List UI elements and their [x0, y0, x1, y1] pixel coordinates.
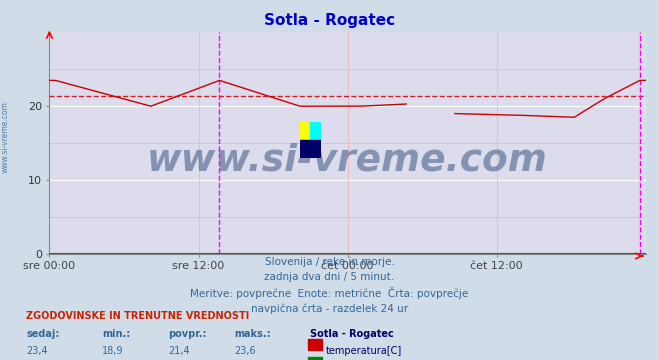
Bar: [300, 140, 321, 158]
Text: sedaj:: sedaj:: [26, 329, 60, 339]
Text: maks.:: maks.:: [234, 329, 271, 339]
Text: povpr.:: povpr.:: [168, 329, 206, 339]
Text: Sotla - Rogatec: Sotla - Rogatec: [310, 329, 393, 339]
Text: 18,9: 18,9: [102, 346, 124, 356]
Bar: [300, 122, 310, 140]
Text: 21,4: 21,4: [168, 346, 190, 356]
Text: www.si-vreme.com: www.si-vreme.com: [1, 101, 10, 173]
Text: Sotla - Rogatec: Sotla - Rogatec: [264, 13, 395, 28]
Text: www.si-vreme.com: www.si-vreme.com: [147, 143, 548, 179]
Text: min.:: min.:: [102, 329, 130, 339]
Text: 23,6: 23,6: [234, 346, 256, 356]
Bar: [310, 122, 321, 140]
Text: 23,4: 23,4: [26, 346, 48, 356]
Text: Slovenija / reke in morje.
zadnja dva dni / 5 minut.
Meritve: povprečne  Enote: : Slovenija / reke in morje. zadnja dva dn…: [190, 257, 469, 315]
Text: ZGODOVINSKE IN TRENUTNE VREDNOSTI: ZGODOVINSKE IN TRENUTNE VREDNOSTI: [26, 311, 250, 321]
Text: temperatura[C]: temperatura[C]: [326, 346, 403, 356]
